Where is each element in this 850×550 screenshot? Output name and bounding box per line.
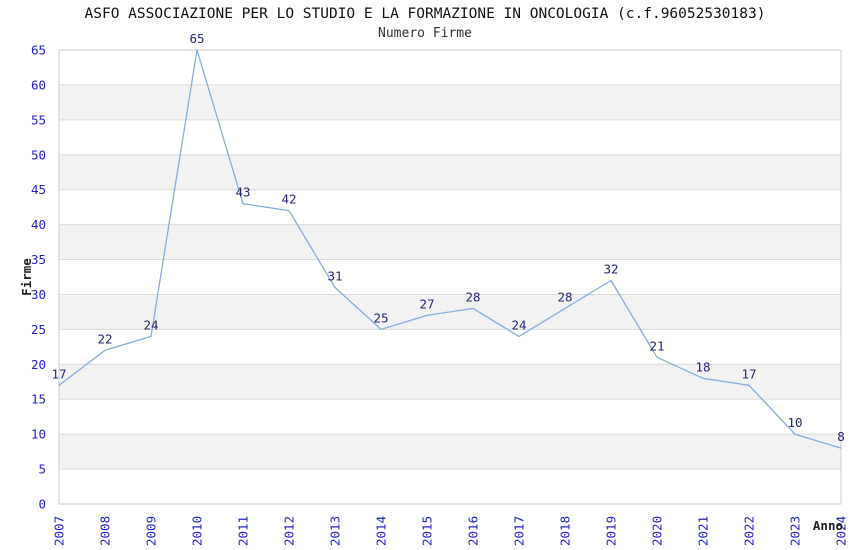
- plot-band: [59, 189, 841, 225]
- chart-subtitle: Numero Firme: [378, 26, 472, 41]
- data-label: 10: [787, 415, 802, 430]
- x-tick-label: 2024: [834, 516, 849, 546]
- y-tick-label: 65: [31, 43, 46, 58]
- x-tick-label: 2016: [466, 516, 481, 546]
- plot-border: [58, 49, 842, 505]
- y-tick-label: 35: [31, 252, 46, 267]
- data-label: 8: [837, 429, 845, 444]
- data-label: 32: [603, 261, 618, 276]
- data-label: 42: [281, 192, 296, 207]
- y-tick-label: 25: [31, 322, 46, 337]
- data-label: 31: [327, 268, 342, 283]
- x-tick-label: 2022: [742, 516, 757, 546]
- x-tick-label: 2007: [52, 516, 67, 546]
- y-tick-label: 60: [31, 77, 46, 92]
- y-tick-label: 50: [31, 147, 46, 162]
- x-tick-label: 2008: [98, 516, 113, 546]
- x-tick-label: 2011: [236, 516, 251, 546]
- plot-band: [59, 469, 841, 504]
- x-tick-label: 2023: [788, 516, 803, 546]
- data-label: 43: [235, 185, 250, 200]
- x-tick-label: 2012: [282, 516, 297, 546]
- data-label: 25: [373, 310, 388, 325]
- x-tick-label: 2018: [558, 516, 573, 546]
- data-label: 17: [741, 366, 756, 381]
- plot-band: [59, 224, 841, 260]
- x-tick-label: 2019: [604, 516, 619, 546]
- x-tick-label: 2010: [190, 516, 205, 546]
- data-label: 17: [51, 366, 66, 381]
- chart-title: ASFO ASSOCIAZIONE PER LO STUDIO E LA FOR…: [84, 6, 766, 22]
- x-tick-label: 2021: [696, 516, 711, 546]
- y-axis-title: Firme: [19, 258, 34, 296]
- data-label: 28: [465, 289, 480, 304]
- x-tick-label: 2009: [144, 516, 159, 546]
- y-tick-label: 20: [31, 357, 46, 372]
- y-tick-label: 10: [31, 427, 46, 442]
- x-tick-label: 2014: [374, 516, 389, 546]
- x-tick-label: 2013: [328, 516, 343, 546]
- data-label: 18: [695, 359, 710, 374]
- plot-band: [59, 434, 841, 470]
- plot-band: [59, 399, 841, 435]
- data-label: 22: [97, 331, 112, 346]
- plot-band: [59, 154, 841, 190]
- y-tick-label: 30: [31, 287, 46, 302]
- x-tick-label: 2020: [650, 516, 665, 546]
- data-label: 27: [419, 296, 434, 311]
- y-tick-label: 55: [31, 112, 46, 127]
- y-tick-label: 15: [31, 392, 46, 407]
- x-axis-title: Anno: [813, 518, 843, 533]
- y-tick-label: 0: [38, 497, 46, 512]
- plot-band: [59, 364, 841, 400]
- data-label: 24: [143, 317, 158, 332]
- plot-band: [59, 119, 841, 155]
- plot-band: [59, 84, 841, 120]
- plot-band: [59, 329, 841, 365]
- data-label: 65: [189, 31, 204, 46]
- data-line: [58, 49, 842, 449]
- plot-band: [59, 50, 841, 85]
- x-tick-label: 2015: [420, 516, 435, 546]
- x-tick-label: 2017: [512, 516, 527, 546]
- plot-band: [59, 259, 841, 295]
- y-tick-label: 45: [31, 182, 46, 197]
- data-label: 28: [557, 289, 572, 304]
- y-tick-label: 40: [31, 217, 46, 232]
- y-tick-label: 5: [38, 462, 46, 477]
- data-label: 24: [511, 317, 526, 332]
- data-label: 21: [649, 338, 664, 353]
